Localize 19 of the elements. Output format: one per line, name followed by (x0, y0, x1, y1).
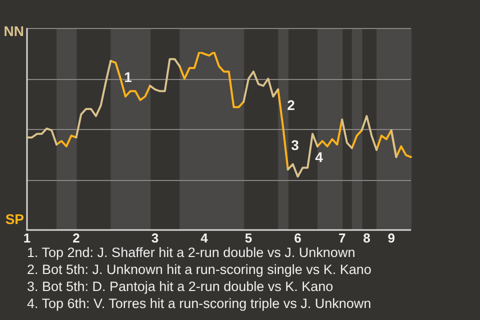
x-tick-label: 1 (23, 230, 31, 246)
x-tick-label: 2 (72, 230, 80, 246)
annotation: 3 (291, 136, 300, 153)
x-tick-label: 8 (363, 230, 370, 246)
x-tick-label: 4 (200, 230, 209, 246)
text: 1. Top 2nd: J. Shaffer hit a 2-run double vs J. Unknown (27, 244, 356, 261)
annotation: 2 (287, 96, 296, 113)
text: 3. Bot 5th: D. Pantoja hit a 2-run double vs K. Kano (27, 278, 334, 295)
text: 2. Bot 5th: J. Unknown hit a run-scoring single vs K. Kano (27, 261, 372, 278)
x-tick-label: 6 (294, 230, 302, 246)
text: NN (4, 22, 24, 39)
annotation: 4 (315, 148, 324, 165)
text: 4. Top 6th: V. Torres hit a run-scoring triple vs J. Unknown (27, 295, 372, 312)
text: SP (5, 210, 24, 227)
x-tick-label: 7 (338, 230, 346, 246)
x-tick-label: 3 (151, 230, 159, 246)
x-tick-label: 9 (388, 230, 395, 246)
annotation: 1 (124, 68, 132, 85)
x-tick-label: 5 (244, 230, 252, 246)
